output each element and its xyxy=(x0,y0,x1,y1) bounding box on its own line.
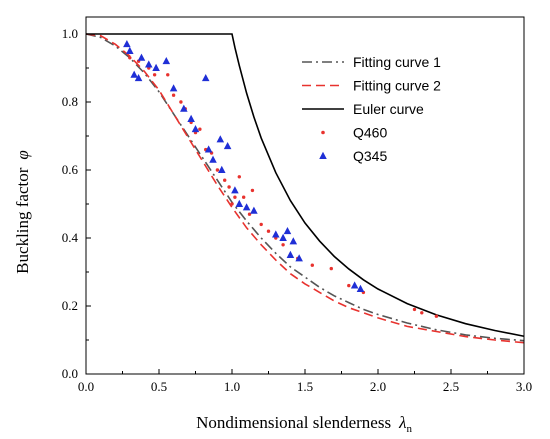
series-fitting-curve-2 xyxy=(85,33,525,344)
y-axis-symbol: φ xyxy=(13,150,32,159)
x-tick-label: 2.5 xyxy=(443,379,459,394)
legend-label-q345: Q345 xyxy=(353,148,387,164)
legend-item-euler-curve: Euler curve xyxy=(302,101,424,117)
point-q345 xyxy=(218,165,226,173)
point-q460 xyxy=(230,202,234,206)
point-q345 xyxy=(279,233,287,241)
series-euler-curve xyxy=(86,33,525,338)
point-q460 xyxy=(233,195,237,199)
x-tick-label: 2.0 xyxy=(370,379,386,394)
point-q345 xyxy=(295,254,303,262)
legend-label-fitting-curve-2: Fitting curve 2 xyxy=(353,78,441,94)
point-q460 xyxy=(281,243,285,247)
x-tick-label: 0.0 xyxy=(78,379,94,394)
point-q345 xyxy=(272,230,280,238)
point-q345 xyxy=(231,186,239,194)
y-tick-label: 0.8 xyxy=(62,94,78,109)
legend-item-q460: Q460 xyxy=(321,125,387,141)
point-q345 xyxy=(289,237,298,245)
point-q345 xyxy=(123,40,131,48)
point-q345 xyxy=(145,60,153,68)
y-axis-title: Buckling factorφ xyxy=(13,150,32,274)
legend-label-fitting-curve-1: Fitting curve 1 xyxy=(353,54,441,70)
point-q345 xyxy=(201,74,210,82)
point-q460 xyxy=(259,222,263,227)
point-q345 xyxy=(152,63,160,71)
legend-label-q460: Q460 xyxy=(353,125,387,141)
series-q345 xyxy=(123,40,365,292)
point-q345 xyxy=(169,84,178,92)
point-q345 xyxy=(126,46,134,54)
point-q460 xyxy=(266,229,271,233)
point-q460 xyxy=(434,314,439,318)
x-tick-label: 3.0 xyxy=(516,379,532,394)
y-tick-label: 0.0 xyxy=(62,366,78,381)
point-q345 xyxy=(134,74,143,82)
point-q345 xyxy=(209,155,217,163)
point-q345 xyxy=(250,206,258,214)
y-tick-label: 0.6 xyxy=(62,162,79,177)
point-q460 xyxy=(171,93,176,97)
legend: Fitting curve 1 Fitting curve 2 Euler curv… xyxy=(302,54,441,164)
point-q345 xyxy=(350,281,359,289)
y-tick-label: 0.4 xyxy=(62,230,79,245)
point-q345 xyxy=(191,125,200,133)
series-layer xyxy=(85,33,525,344)
point-q345 xyxy=(235,199,244,207)
series-fitting-curve-1 xyxy=(85,33,525,342)
legend-item-q345: Q345 xyxy=(319,148,387,164)
point-q460 xyxy=(215,168,220,172)
point-q460 xyxy=(179,100,183,104)
point-q460 xyxy=(166,73,170,77)
point-q460 xyxy=(227,185,231,189)
axes: 0.0 0.5 1.0 1.5 2.0 2.5 3.0 0.0 0.2 0.4 0.6 0.8 1.0 xyxy=(62,16,532,394)
point-q460 xyxy=(223,178,227,182)
point-q345 xyxy=(286,250,295,258)
legend-item-fitting-curve-2: Fitting curve 2 xyxy=(302,78,441,94)
y-tick-label: 0.2 xyxy=(62,298,78,313)
point-q460 xyxy=(420,311,424,315)
legend-swatch-q345 xyxy=(319,151,327,159)
point-q460 xyxy=(412,307,417,312)
point-q460 xyxy=(128,56,132,60)
x-axis-subscript: n xyxy=(406,423,412,435)
x-tick-label: 1.0 xyxy=(224,379,240,394)
point-q345 xyxy=(223,142,232,150)
point-q460 xyxy=(329,266,333,271)
point-q460 xyxy=(347,283,351,288)
point-q460 xyxy=(241,195,246,199)
point-q345 xyxy=(216,135,225,143)
point-q345 xyxy=(242,203,251,211)
point-q460 xyxy=(198,127,202,131)
point-q460 xyxy=(237,175,241,179)
point-q345 xyxy=(162,57,171,65)
legend-swatch-q460 xyxy=(321,130,325,135)
x-axis-symbol: λ xyxy=(398,413,406,432)
y-tick-label: 1.0 xyxy=(62,26,78,41)
point-q345 xyxy=(283,227,292,235)
point-q345 xyxy=(180,104,188,112)
point-q345 xyxy=(130,70,138,78)
x-tick-label: 0.5 xyxy=(151,379,167,394)
legend-item-fitting-curve-1: Fitting curve 1 xyxy=(302,54,441,70)
point-q460 xyxy=(250,188,255,193)
point-q345 xyxy=(137,53,146,61)
x-tick-label: 1.5 xyxy=(297,379,313,394)
point-q460 xyxy=(152,73,157,77)
x-axis-title: Nondimensional slenderness λn xyxy=(196,413,412,435)
point-q345 xyxy=(204,145,213,153)
point-q460 xyxy=(310,263,314,267)
legend-label-euler-curve: Euler curve xyxy=(353,101,424,117)
point-q345 xyxy=(356,284,365,292)
plot-frame xyxy=(85,16,525,375)
point-q345 xyxy=(187,114,195,122)
